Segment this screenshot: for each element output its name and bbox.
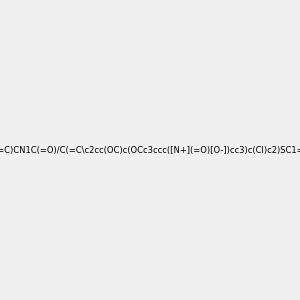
Text: C(=C)CN1C(=O)/C(=C\c2cc(OC)c(OCc3ccc([N+](=O)[O-])cc3)c(Cl)c2)SC1=O: C(=C)CN1C(=O)/C(=C\c2cc(OC)c(OCc3ccc([N+… [0,146,300,154]
